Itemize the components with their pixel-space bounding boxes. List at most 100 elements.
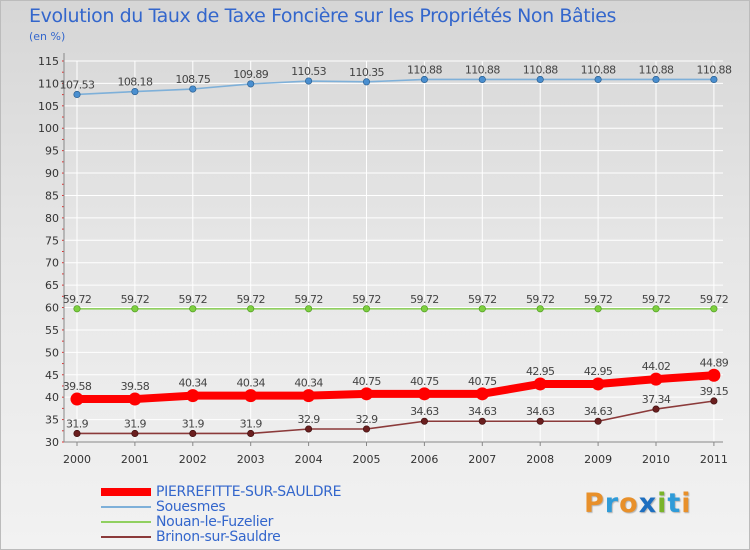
data-point <box>128 392 142 406</box>
legend-label-pierrefitte: PIERREFITTE-SUR-SAULDRE <box>156 484 342 500</box>
data-label: 108.75 <box>175 73 210 86</box>
data-point <box>247 429 255 438</box>
data-label: 31.9 <box>124 417 147 430</box>
y-tick-label: 65 <box>45 279 59 292</box>
data-point <box>360 387 373 401</box>
data-label: 34.63 <box>410 405 439 418</box>
data-point <box>247 305 255 313</box>
data-point <box>305 77 313 85</box>
data-point <box>131 88 139 96</box>
data-label: 40.34 <box>236 377 265 390</box>
data-point <box>478 305 486 313</box>
data-point <box>305 425 313 433</box>
data-point <box>131 429 139 438</box>
data-point <box>189 85 197 93</box>
data-label: 59.72 <box>468 293 497 306</box>
data-point <box>478 75 486 84</box>
data-label: 42.95 <box>526 365 555 378</box>
data-label: 110.88 <box>581 63 616 76</box>
data-label: 34.63 <box>526 405 555 418</box>
data-point <box>189 429 197 438</box>
data-label: 59.72 <box>642 293 671 306</box>
y-tick-label: 75 <box>45 234 59 247</box>
axes: 30 35 40 45 50 55 60 65 70 75 80 85 90 95 100 105 110 115… <box>38 53 728 466</box>
data-label: 44.89 <box>700 356 729 369</box>
data-label: 110.88 <box>465 63 500 76</box>
x-tick-label: 2010 <box>642 453 670 466</box>
y-unit-label: (en %) <box>29 30 66 43</box>
legend-swatch-brinon <box>101 536 151 538</box>
x-tick-label: 2008 <box>526 453 554 466</box>
data-point <box>420 75 428 84</box>
x-tick-label: 2001 <box>121 453 149 466</box>
data-label: 44.02 <box>642 360 671 373</box>
data-point <box>536 305 544 313</box>
chart-title: Evolution du Taux de Taxe Foncière sur l… <box>29 5 617 27</box>
data-label: 110.88 <box>639 63 674 76</box>
data-point <box>652 305 660 313</box>
data-label: 31.9 <box>182 417 205 430</box>
data-label: 40.34 <box>179 377 208 390</box>
data-label: 40.75 <box>410 375 439 388</box>
y-tick-label: 110 <box>38 77 59 90</box>
data-label: 59.72 <box>526 293 555 306</box>
data-label: 37.34 <box>642 393 671 406</box>
series-line <box>76 78 715 96</box>
series-line <box>76 400 715 435</box>
data-label: 59.72 <box>179 293 208 306</box>
data-label: 59.72 <box>236 293 265 306</box>
data-label: 39.58 <box>63 380 92 393</box>
data-label: 31.9 <box>240 417 263 430</box>
data-label: 110.53 <box>291 65 326 78</box>
series-points <box>70 75 721 438</box>
data-point <box>417 387 431 401</box>
data-point <box>73 429 81 438</box>
data-label: 108.18 <box>117 76 152 89</box>
legend-swatch-souesmes <box>101 506 151 508</box>
logo-text: Proxiti <box>584 488 692 519</box>
data-point <box>594 305 602 313</box>
data-point <box>652 75 660 84</box>
y-tick-label: 95 <box>45 145 59 158</box>
data-point <box>244 389 258 403</box>
x-tick-label: 2002 <box>179 453 207 466</box>
y-tick-label: 45 <box>45 369 59 382</box>
data-label: 32.9 <box>298 413 321 426</box>
y-tick-label: 105 <box>38 100 59 113</box>
y-tick-label: 70 <box>45 257 59 270</box>
data-point <box>536 75 544 84</box>
data-label: 40.34 <box>294 377 323 390</box>
data-label: 34.63 <box>468 405 497 418</box>
series-line <box>73 371 718 404</box>
data-label: 59.72 <box>63 293 92 306</box>
data-point <box>536 417 544 425</box>
legend-swatch-pierrefitte <box>101 488 151 496</box>
data-point <box>302 389 316 403</box>
y-tick-label: 35 <box>45 414 59 427</box>
x-tick-label: 2011 <box>700 453 728 466</box>
data-point <box>73 90 81 99</box>
y-tick-label: 40 <box>45 391 59 404</box>
data-point <box>73 305 81 313</box>
data-label: 59.72 <box>352 293 381 306</box>
data-label: 39.15 <box>700 385 729 398</box>
data-point <box>362 78 371 86</box>
data-point <box>591 377 605 391</box>
y-tick-label: 100 <box>38 122 59 135</box>
data-label: 40.75 <box>468 375 497 388</box>
data-point <box>533 377 547 391</box>
data-point <box>189 305 197 313</box>
data-label: 110.88 <box>523 63 558 76</box>
y-tick-label: 115 <box>38 55 59 68</box>
x-tick-label: 2003 <box>237 453 265 466</box>
y-tick-label: 90 <box>45 167 59 180</box>
x-tick-label: 2004 <box>295 453 323 466</box>
data-label: 59.72 <box>121 293 150 306</box>
data-point <box>652 405 660 413</box>
data-label: 109.89 <box>233 68 268 81</box>
data-label: 59.72 <box>700 293 729 306</box>
y-tick-label: 50 <box>45 346 59 359</box>
legend-label-nouan: Nouan-le-Fuzelier <box>156 514 274 530</box>
